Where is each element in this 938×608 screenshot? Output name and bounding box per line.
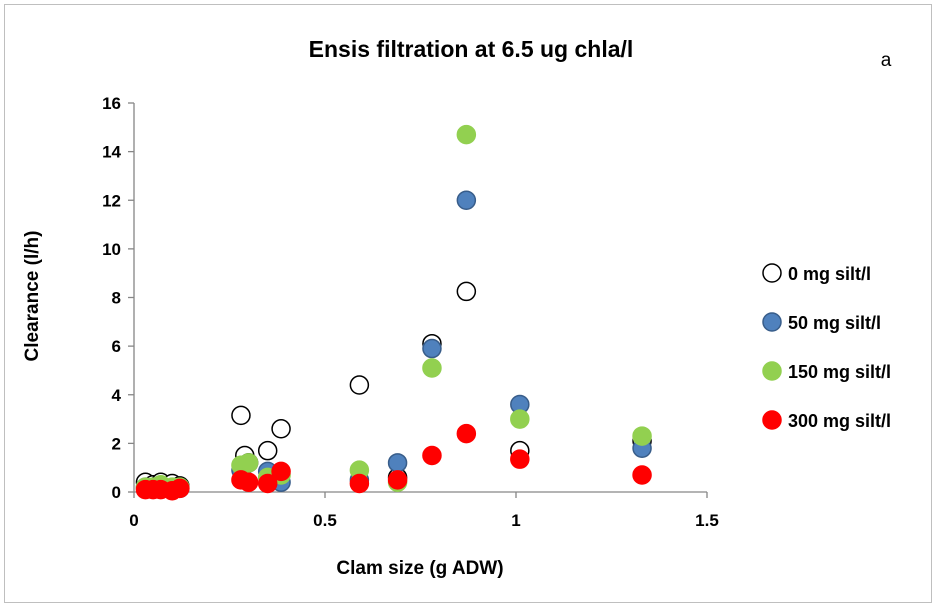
- y-tick-label: 2: [112, 434, 121, 453]
- data-point: [231, 405, 251, 426]
- data-point: [257, 440, 278, 461]
- y-tick-label: 0: [112, 483, 121, 502]
- legend-marker: [762, 263, 782, 283]
- y-tick-label: 16: [102, 94, 121, 113]
- x-axis-label: Clam size (g ADW): [336, 558, 503, 579]
- y-tick-label: 8: [112, 289, 121, 308]
- legend-marker: [762, 312, 782, 332]
- data-point: [349, 473, 370, 494]
- data-point: [387, 470, 408, 490]
- y-tick-label: 14: [102, 143, 121, 162]
- data-point: [238, 472, 259, 493]
- y-tick-label: 10: [102, 240, 121, 259]
- data-point: [170, 478, 190, 499]
- chart-title: Ensis filtration at 6.5 ug chla/l: [309, 36, 634, 62]
- legend-marker: [762, 410, 782, 430]
- data-point: [271, 461, 291, 482]
- x-tick-label: 0.5: [313, 511, 337, 530]
- data-point: [349, 375, 370, 395]
- data-point: [422, 338, 442, 359]
- data-point: [257, 473, 278, 494]
- data-points: [135, 124, 652, 501]
- data-point: [238, 453, 259, 473]
- data-point: [422, 445, 442, 466]
- legend-label: 150 mg silt/l: [788, 362, 891, 382]
- y-tick-label: 12: [102, 191, 121, 210]
- x-tick-label: 1: [511, 511, 520, 530]
- data-point: [387, 453, 408, 473]
- data-point: [632, 426, 652, 446]
- data-point: [456, 281, 477, 302]
- data-point: [510, 449, 530, 469]
- y-axis: 0 2 4 6 8 10 12 14 16: [102, 94, 135, 502]
- data-point: [271, 419, 291, 439]
- legend-label: 0 mg silt/l: [788, 264, 871, 284]
- legend-label: 300 mg silt/l: [788, 411, 891, 431]
- x-tick-label: 1.5: [695, 511, 719, 530]
- x-axis: 0 0.5 1 1.5: [129, 491, 719, 530]
- chart-frame: [4, 4, 932, 603]
- data-point: [456, 190, 477, 210]
- panel-label: a: [881, 50, 892, 71]
- data-point: [510, 409, 530, 429]
- legend-label: 50 mg silt/l: [788, 313, 881, 333]
- legend: 0 mg silt/l 50 mg silt/l 150 mg silt/l 300 …: [762, 263, 891, 431]
- y-tick-label: 4: [112, 386, 122, 405]
- y-tick-label: 6: [112, 337, 121, 356]
- data-point: [632, 465, 652, 485]
- data-point: [456, 423, 477, 444]
- data-point: [456, 124, 477, 145]
- x-tick-label: 0: [129, 511, 138, 530]
- y-axis-label: Clearance (l/h): [22, 231, 43, 362]
- data-point: [422, 358, 442, 378]
- legend-marker: [762, 361, 782, 381]
